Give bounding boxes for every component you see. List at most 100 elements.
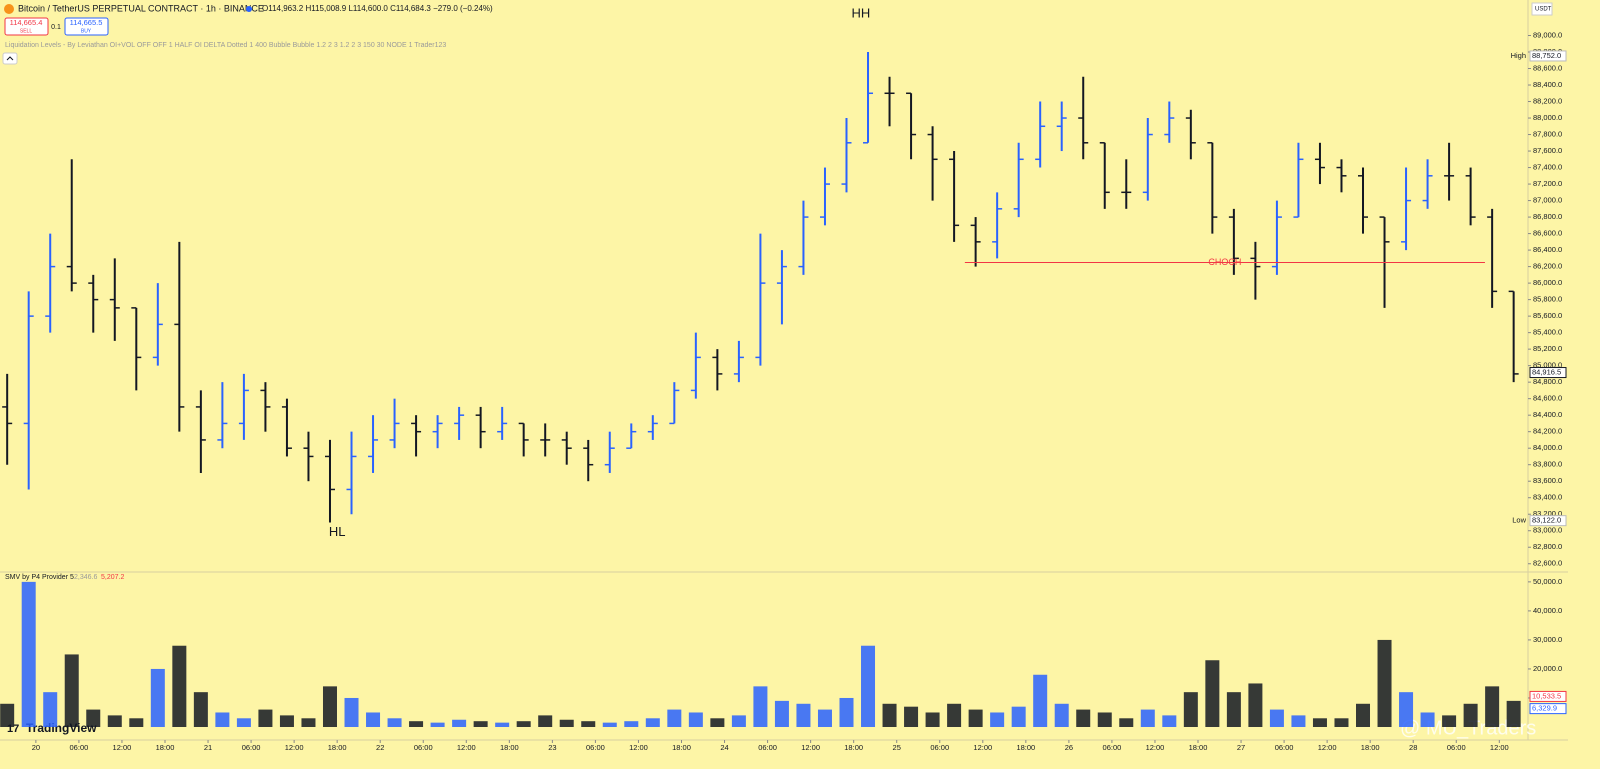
x-tick-label: 18:00 (328, 743, 347, 752)
y-tick-label: 84,400.0 (1533, 410, 1562, 419)
volume-bar (1399, 692, 1414, 727)
last-price-label: 84,916.5 (1532, 368, 1561, 377)
x-tick-label: 21 (204, 743, 212, 752)
volume-bar (538, 715, 553, 727)
y-tick-label: 83,000.0 (1533, 526, 1562, 535)
y-tick-label: 88,400.0 (1533, 80, 1562, 89)
volume-bar (1140, 709, 1155, 727)
volume-bar (1442, 715, 1457, 727)
y-tick-label: 87,600.0 (1533, 146, 1562, 155)
y-tick-label: 89,000.0 (1533, 30, 1562, 39)
x-tick-label: 12:00 (285, 743, 304, 752)
y-tick-label: 82,600.0 (1533, 559, 1562, 568)
x-tick-label: 06:00 (1275, 743, 1294, 752)
volume-bar (1162, 715, 1177, 727)
y2-tick-label: 40,000.0 (1533, 606, 1562, 615)
y-tick-label: 85,400.0 (1533, 328, 1562, 337)
x-tick-label: 06:00 (414, 743, 433, 752)
ohlc-readout: O114,963.2 H115,008.9 L114,600.0 C114,68… (262, 4, 493, 13)
volume-bar (1076, 709, 1091, 727)
collapse-button[interactable] (2, 52, 18, 65)
volume-bar (21, 581, 36, 727)
x-tick-label: 25 (893, 743, 901, 752)
x-tick-label: 12:00 (629, 743, 648, 752)
volume-bar (366, 712, 381, 727)
currency-button[interactable] (1531, 2, 1553, 16)
volume-bar (1226, 692, 1241, 727)
x-tick-label: 12:00 (801, 743, 820, 752)
volume-bar (559, 719, 574, 727)
status-dot (246, 6, 252, 12)
volume-bar (0, 703, 15, 727)
y-tick-label: 86,400.0 (1533, 245, 1562, 254)
volume-bar (1485, 686, 1500, 727)
price-marker-box (1529, 515, 1567, 527)
symbol-title: Bitcoin / TetherUS PERPETUAL CONTRACT · … (18, 3, 264, 13)
volume-bar (258, 709, 273, 727)
volume-bar (796, 703, 811, 727)
x-tick-label: 23 (548, 743, 556, 752)
volume-bar (624, 721, 639, 727)
x-tick-label: 22 (376, 743, 384, 752)
x-tick-label: 28 (1409, 743, 1417, 752)
buy-button[interactable] (64, 17, 109, 36)
x-tick-label: 06:00 (758, 743, 777, 752)
x-tick-label: 12:00 (1318, 743, 1337, 752)
x-tick-label: 20 (32, 743, 40, 752)
y-tick-label: 86,200.0 (1533, 262, 1562, 271)
x-tick-label: 12:00 (1146, 743, 1165, 752)
volume-bar (1033, 674, 1048, 727)
x-tick-label: 06:00 (930, 743, 949, 752)
volume-bar (430, 722, 445, 727)
volume-bar (172, 645, 187, 727)
y-tick-label: 84,200.0 (1533, 427, 1562, 436)
volume-marker-label: 6,329.9 (1532, 704, 1557, 713)
x-tick-label: 24 (720, 743, 728, 752)
sell-button[interactable] (4, 17, 49, 36)
volume-bar (516, 721, 531, 727)
volume-bar (925, 712, 940, 727)
x-tick-label: 06:00 (70, 743, 89, 752)
y-tick-label: 84,000.0 (1533, 443, 1562, 452)
y2-tick-label: 30,000.0 (1533, 635, 1562, 644)
volume-marker-label: 10,533.5 (1532, 691, 1561, 700)
volume-bar (150, 668, 165, 727)
volume-bar (1205, 660, 1220, 727)
y-tick-label: 84,600.0 (1533, 394, 1562, 403)
x-tick-label: 12:00 (1490, 743, 1509, 752)
y-tick-label: 86,600.0 (1533, 229, 1562, 238)
volume-bar (322, 686, 337, 727)
volume-bar (1269, 709, 1284, 727)
sell-label: SELL (20, 28, 32, 34)
x-tick-label: 06:00 (586, 743, 605, 752)
volume-bar (753, 686, 768, 727)
x-tick-label: 12:00 (973, 743, 992, 752)
volume-marker-box (1529, 703, 1567, 715)
y-tick-label: 85,800.0 (1533, 295, 1562, 304)
volume-bar (861, 645, 876, 727)
volume-bar (495, 722, 510, 727)
y-tick-label: 87,200.0 (1533, 179, 1562, 188)
x-tick-label: 18:00 (1361, 743, 1380, 752)
y-tick-label: 87,800.0 (1533, 130, 1562, 139)
volume-bar (1097, 712, 1112, 727)
y-tick-label: 86,800.0 (1533, 212, 1562, 221)
volume-bar (990, 712, 1005, 727)
x-tick-label: 12:00 (113, 743, 132, 752)
y-tick-label: 88,600.0 (1533, 63, 1562, 72)
y2-tick-label: 20,000.0 (1533, 664, 1562, 673)
volume-bar (1291, 715, 1306, 727)
x-tick-label: 06:00 (1447, 743, 1466, 752)
price-marker-value: 83,122.0 (1532, 516, 1561, 525)
y-tick-label: 88,000.0 (1533, 113, 1562, 122)
y-tick-label: 86,000.0 (1533, 278, 1562, 287)
volume-bar (1356, 703, 1371, 727)
x-tick-label: 27 (1237, 743, 1245, 752)
x-tick-label: 12:00 (457, 743, 476, 752)
volume-bar (1506, 700, 1521, 727)
volume-bar (193, 692, 208, 727)
y-tick-label: 84,800.0 (1533, 377, 1562, 386)
x-tick-label: 06:00 (1103, 743, 1122, 752)
